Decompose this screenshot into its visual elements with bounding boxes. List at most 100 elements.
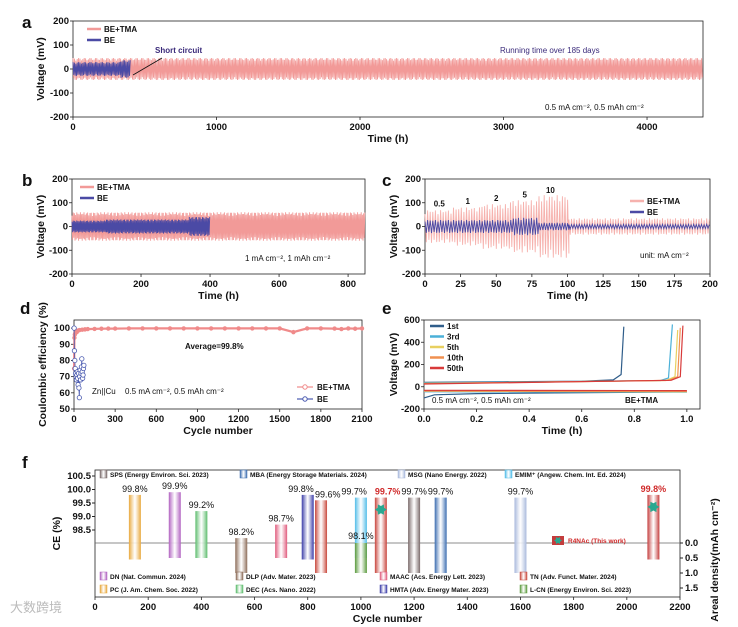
y-tick-label: 80 [59,355,70,366]
x-tick-label: 1500 [269,414,290,425]
x-tick-label: 0 [70,122,75,133]
x-tick-label: 1000 [206,122,227,133]
x-tick-label: 175 [666,279,683,290]
data-point [92,326,97,332]
y-tick-label: 0 [63,222,68,233]
bar-value-label: 99.7% [508,487,534,497]
bar-mba [434,497,447,573]
x-tick-label: 300 [107,414,123,425]
x-tick-label: 4000 [636,122,657,133]
x-tick-label: 400 [202,279,218,290]
legend-swatch [379,584,388,594]
y-tick-label: -200 [50,112,69,123]
legend-label: 50th [447,364,464,373]
rate-label: 10 [546,186,555,195]
x-tick-label: 150 [631,279,647,290]
y-tick-label: 100 [405,198,421,209]
data-point [222,326,228,331]
legend-label-this-work: R4NAc (This work) [568,538,626,545]
x-tick-label: 600 [271,279,287,290]
bar-dlp [235,538,248,573]
y-tick-label: 200 [53,16,69,27]
panel-label: c [382,171,391,190]
x-tick-label: 0.2 [470,414,483,425]
data-point [140,326,145,331]
y-tick-label: 0 [415,382,420,393]
x-tick-label: 800 [340,279,356,290]
data-point [85,326,90,332]
legend-label: BE [647,208,659,217]
annotation-conditions: 1 mA cm⁻², 1 mAh cm⁻² [245,254,331,263]
y-axis-label: CE (%) [51,517,63,551]
annotation-cell: Zn||Cu [92,387,116,396]
legend-label: TN (Adv. Funct. Mater. 2024) [530,574,617,581]
x-tick-label: 50 [491,279,502,290]
x-tick-label: 1600 [510,602,531,613]
panel-f: f 0 200 400 600 800 1000 1200 1400 1600 1800 2000 22… [22,453,721,625]
y-tick-label: -100 [49,245,68,256]
data-point [250,326,255,331]
x-tick-label: 900 [189,414,205,425]
y-axis-label: Voltage (mV) [35,37,47,100]
annotation-unit: unit: mA cm⁻² [640,251,689,260]
y-tick-label: 100 [54,323,70,334]
bar-sps [408,497,421,573]
legend-label: BE+TMA [317,383,350,392]
x-axis-label: Cycle number [353,613,422,625]
x-tick-label: 125 [595,279,612,290]
y-tick-label: 0 [64,64,69,75]
data-point [76,385,82,391]
annotation-electrolyte: BE+TMA [625,396,658,405]
data-point [195,326,200,331]
x-tick-label: 75 [527,279,538,290]
x-tick-label: 600 [148,414,164,425]
data-point [359,326,365,331]
legend-swatch [99,584,108,594]
data-point [106,326,111,331]
x-tick-label: 100 [560,279,576,290]
series-line-be [424,217,710,236]
bar-msg [514,497,527,573]
legend-swatch [397,469,406,479]
bar-tn-highlight [374,497,387,573]
y-axis-label: Coulombic efficiency (%) [37,302,49,427]
data-point [154,326,159,331]
x-axis-label: Time (h) [368,133,409,145]
bar-emim- [354,497,367,558]
y-tick-label: 99.5 [73,498,92,509]
x-tick-label: 0 [69,279,74,290]
data-point [80,372,86,378]
data-point [277,326,282,331]
plot-frame [94,469,681,598]
y-tick-label: 100.5 [67,471,91,482]
bar-value-label: 98.2% [228,527,254,537]
series-line-be-tma [72,57,703,81]
panel-label: a [22,13,32,32]
legend-label: MSG (Nano Energy. 2022) [408,472,487,479]
y-tick-label: 60 [59,388,70,399]
series-line-be [72,60,131,78]
x-axis-label: Time (h) [198,290,239,302]
x-tick-label: 1200 [228,414,249,425]
bar-hmta [301,494,314,560]
bar-value-label: 99.2% [189,500,215,510]
bar-value-label: 99.8% [641,484,667,494]
data-point [352,326,358,331]
y2-tick-label: 1.5 [685,583,699,594]
annotation-arrow [132,57,163,76]
x-tick-label: 1200 [404,602,425,613]
data-point [76,395,82,401]
y-tick-label: -200 [49,269,68,280]
x-tick-label: 0 [422,279,427,290]
data-point [71,348,78,354]
y-tick-label: 70 [59,372,70,383]
legend-label: DN (Nat. Commun. 2024) [110,574,186,581]
annotation-conditions: 0.5 mA cm⁻², 0.5 mAh cm⁻² [432,396,531,405]
panel-a: a 0 1000 2000 3000 4000 -200 -100 0 100 200 Time (h… [22,13,704,145]
rate-label: 1 [466,197,471,206]
data-point [236,326,241,331]
panel-b: b 0 200 400 600 800 -200 -100 0 100 200 Time (h) Vol… [22,171,366,302]
legend-swatch [235,584,244,594]
legend-label: PC (J. Am. Chem. Soc. 2022) [110,587,198,594]
